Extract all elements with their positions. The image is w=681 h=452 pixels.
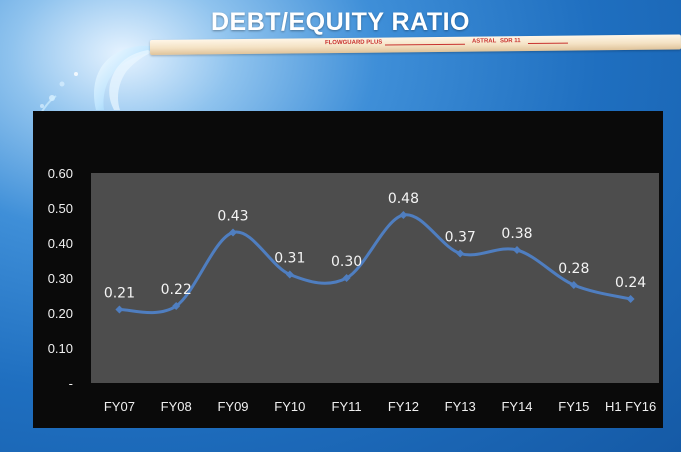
data-labels: 0.21 0.22 0.43 0.31 0.30 0.48 0.37 0.38 0.28 0.24 [104, 191, 646, 302]
data-label: 0.21 [104, 286, 135, 302]
slide-title: DEBT/EQUITY RATIO [211, 8, 470, 36]
plot-area [91, 173, 659, 383]
y-tick-label: 0.10 [48, 341, 73, 356]
pipe-stripe [384, 43, 465, 46]
y-tick-label: 0.20 [48, 306, 73, 321]
data-label: 0.37 [445, 230, 476, 246]
x-tick-label: FY15 [558, 399, 589, 414]
y-tick-label: 0.60 [48, 166, 73, 181]
data-label: 0.30 [331, 254, 362, 270]
x-tick-label: FY07 [104, 399, 135, 414]
x-tick-label: FY09 [217, 399, 248, 414]
x-tick-label: FY13 [445, 399, 476, 414]
data-label: 0.38 [501, 226, 532, 242]
y-tick-label: 0.50 [48, 201, 73, 216]
x-tick-label: FY12 [388, 399, 419, 414]
pipe-stripe [527, 42, 568, 45]
data-point-marker [115, 305, 124, 314]
data-point-marker [569, 281, 578, 289]
data-label: 0.28 [558, 261, 589, 277]
chart-panel: -0.10 0.20 0.30 0.40 0.50 0.60 FY07 FY08 FY09 FY… [33, 111, 663, 428]
series-markers [115, 211, 635, 314]
series-line [119, 213, 631, 315]
y-tick-label: 0.30 [48, 271, 73, 286]
pipe-maker-text: ASTRAL [471, 38, 497, 45]
data-label: 0.31 [274, 251, 305, 267]
data-label: 0.24 [615, 275, 646, 291]
pipe-brand-text: FLOWGUARD PLUS [324, 39, 383, 47]
y-axis: - 0.10 0.20 0.30 0.40 0.50 0.60 [48, 166, 73, 391]
y-tick-label: - [69, 376, 73, 391]
pipe-image: FLOWGUARD PLUS ASTRAL SDR 11 [149, 34, 681, 55]
pipe-sdr-text: SDR 11 [499, 38, 521, 45]
data-point-marker [229, 228, 237, 237]
x-tick-label: H1 FY16 [605, 399, 656, 414]
x-axis: FY07 FY08 FY09 FY10 FY11 FY12 FY13 FY14 FY15 H1 F… [104, 399, 656, 414]
y-tick-label: 0.40 [48, 236, 73, 251]
data-point-marker [399, 211, 408, 219]
x-tick-label: FY10 [274, 399, 305, 414]
data-point-marker [456, 249, 465, 258]
data-label: 0.22 [161, 282, 192, 298]
data-point-marker [342, 274, 351, 282]
x-tick-label: FY11 [332, 399, 362, 414]
data-point-marker [513, 246, 521, 254]
data-point-marker [285, 270, 294, 279]
data-label: 0.43 [217, 209, 248, 225]
line-chart: -0.100.200.300.400.500.60 FY07 FY08 FY09 FY… [48, 166, 659, 414]
x-tick-label: FY08 [161, 399, 192, 414]
x-tick-label: FY14 [501, 399, 532, 414]
data-label: 0.48 [388, 191, 419, 207]
data-point-marker [172, 302, 181, 310]
data-point-marker [626, 295, 635, 303]
water-splash-image [37, 45, 154, 119]
